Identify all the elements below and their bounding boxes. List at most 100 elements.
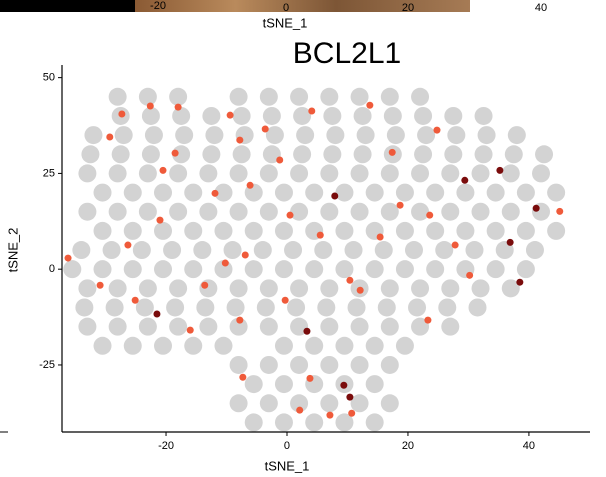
background-point — [441, 317, 460, 336]
background-point — [287, 298, 306, 317]
background-point — [138, 317, 157, 336]
strip-tick-label: 0 — [283, 2, 289, 14]
background-point — [365, 375, 384, 394]
expression-point — [388, 148, 396, 156]
background-point — [290, 394, 309, 413]
expression-point — [171, 149, 179, 157]
background-point — [138, 279, 157, 298]
y-tick-label: 25 — [43, 167, 55, 179]
background-point — [516, 183, 535, 202]
background-point — [229, 317, 248, 336]
expression-point — [276, 156, 284, 164]
background-point — [414, 145, 433, 164]
background-point — [244, 375, 263, 394]
expression-point — [221, 259, 229, 267]
background-point — [78, 202, 97, 221]
x-tick-label: 0 — [284, 440, 290, 452]
image-strip-dark — [0, 0, 135, 12]
expression-point — [174, 103, 182, 111]
background-point — [320, 202, 339, 221]
background-point — [353, 106, 372, 125]
background-point — [93, 260, 112, 279]
background-point — [386, 126, 405, 145]
background-point — [350, 202, 369, 221]
background-point — [365, 260, 384, 279]
expression-point — [153, 310, 161, 318]
background-point — [229, 355, 248, 374]
background-point — [293, 145, 312, 164]
background-point — [350, 355, 369, 374]
background-point — [229, 394, 248, 413]
background-point — [202, 106, 221, 125]
background-point — [471, 164, 490, 183]
expression-point — [433, 126, 441, 134]
background-point — [347, 298, 366, 317]
background-point — [380, 279, 399, 298]
background-point — [184, 260, 203, 279]
expression-point — [156, 216, 164, 224]
expression-point — [461, 176, 469, 184]
expression-point — [308, 107, 316, 115]
background-point — [274, 336, 293, 355]
expression-point — [281, 296, 289, 304]
background-point — [154, 260, 173, 279]
background-point — [365, 413, 384, 432]
background-point — [350, 87, 369, 106]
background-point — [383, 106, 402, 125]
background-point — [274, 260, 293, 279]
background-point — [501, 202, 520, 221]
background-point — [471, 202, 490, 221]
background-point — [335, 336, 354, 355]
background-point — [335, 260, 354, 279]
background-point — [274, 221, 293, 240]
background-point — [244, 221, 263, 240]
background-point — [274, 375, 293, 394]
background-point — [202, 145, 221, 164]
background-point — [78, 164, 97, 183]
background-point — [184, 183, 203, 202]
background-point — [256, 298, 275, 317]
background-point — [132, 241, 151, 260]
background-point — [214, 183, 233, 202]
image-strip — [135, 0, 470, 12]
background-point — [474, 106, 493, 125]
background-point — [438, 298, 457, 317]
background-point — [320, 87, 339, 106]
background-point — [259, 87, 278, 106]
expression-point — [366, 101, 374, 109]
expression-point — [451, 241, 459, 249]
background-point — [320, 355, 339, 374]
expression-point — [201, 281, 209, 289]
background-point — [123, 260, 142, 279]
strip-tick-label: 40 — [535, 2, 547, 14]
background-point — [108, 317, 127, 336]
background-point — [477, 126, 496, 145]
background-point — [259, 317, 278, 336]
y-tick-label: 50 — [43, 72, 55, 84]
background-point — [199, 279, 218, 298]
background-point — [350, 164, 369, 183]
background-point — [411, 202, 430, 221]
background-point — [226, 298, 245, 317]
expression-point — [211, 189, 219, 197]
background-point — [163, 241, 182, 260]
background-point — [144, 126, 163, 145]
y-axis-label: tSNE_2 — [5, 228, 20, 273]
expression-point — [346, 393, 354, 401]
background-point — [414, 106, 433, 125]
background-point — [435, 241, 454, 260]
expression-point — [376, 233, 384, 241]
expression-point — [106, 133, 114, 141]
background-point — [105, 298, 124, 317]
background-point — [486, 221, 505, 240]
background-point — [84, 126, 103, 145]
background-point — [305, 413, 324, 432]
background-point — [444, 106, 463, 125]
expression-point — [316, 231, 324, 239]
background-point — [123, 183, 142, 202]
background-point — [547, 183, 566, 202]
background-point — [259, 202, 278, 221]
background-point — [290, 202, 309, 221]
background-point — [335, 221, 354, 240]
background-point — [78, 279, 97, 298]
